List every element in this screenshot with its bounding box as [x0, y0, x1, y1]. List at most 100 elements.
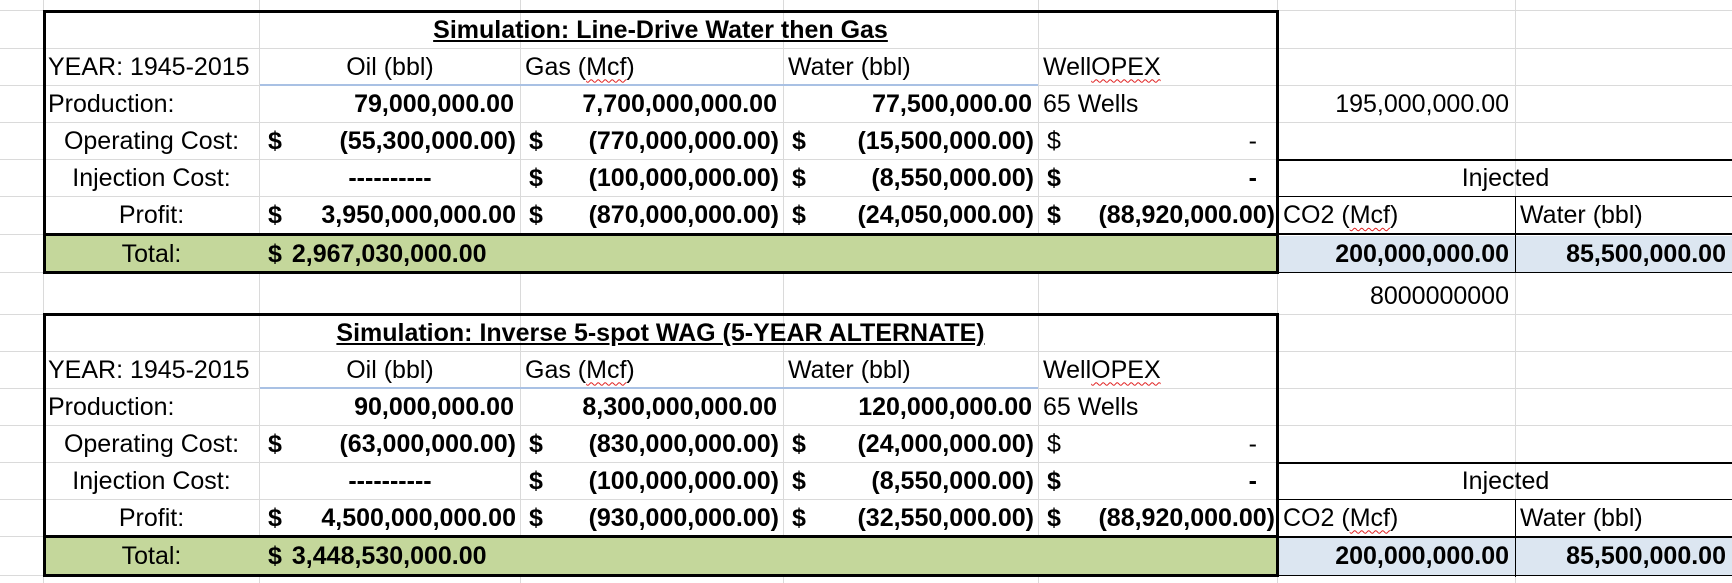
injection-cost-label[interactable]: Injection Cost:: [72, 466, 231, 495]
currency-sign: $: [1047, 163, 1061, 192]
profit-label[interactable]: Profit:: [118, 201, 185, 229]
injected-co2-header[interactable]: CO2 (Mcf): [1279, 197, 1515, 234]
operating-cost-water[interactable]: $ (24,000,000.00): [784, 426, 1038, 462]
operating-cost-gas[interactable]: $ (830,000,000.00): [521, 426, 783, 462]
total-label[interactable]: Total:: [121, 541, 182, 570]
border: [43, 10, 1279, 13]
cell-value: 3,448,530,000.00: [291, 541, 487, 570]
operating-cost-gas[interactable]: $ (770,000,000.00): [521, 123, 783, 159]
header-underline: [260, 387, 1038, 389]
cell-value: (8,550,000.00): [871, 466, 1034, 495]
border: [43, 313, 1279, 316]
profit-label[interactable]: Profit:: [118, 503, 185, 532]
injection-cost-water[interactable]: $ (8,550,000.00): [784, 160, 1038, 196]
profit-oil[interactable]: $4,500,000,000.00: [260, 500, 520, 536]
injection-cost-label[interactable]: Injection Cost:: [72, 163, 231, 192]
injected-co2-header[interactable]: CO2 (Mcf): [1279, 500, 1515, 536]
cell-value: (55,300,000.00): [339, 126, 516, 155]
total-value[interactable]: $2,967,030,000.00: [260, 236, 560, 272]
operating-cost-water[interactable]: $ (15,500,000.00): [784, 123, 1038, 159]
side-value-top[interactable]: 195,000,000.00: [1335, 89, 1509, 118]
cell-value: -: [1248, 429, 1257, 458]
profit-gas[interactable]: $ (870,000,000.00): [521, 197, 783, 234]
operating-cost-opex[interactable]: $ -: [1039, 426, 1277, 462]
injected-co2-value[interactable]: 200,000,000.00: [1335, 239, 1509, 268]
injected-water-header[interactable]: Water (bbl): [1520, 503, 1643, 532]
operating-cost-label[interactable]: Operating Cost:: [63, 429, 240, 458]
injected-water-value[interactable]: 85,500,000.00: [1566, 541, 1726, 570]
gas-header-prefix: Gas (: [525, 52, 587, 81]
water-column-header[interactable]: Water (bbl): [788, 355, 911, 384]
opex-column-header[interactable]: Well OPEX: [1039, 49, 1277, 85]
gridline-vertical: [783, 0, 784, 583]
injection-cost-opex[interactable]: $ -: [1039, 160, 1277, 196]
injection-cost-gas[interactable]: $ (100,000,000.00): [521, 160, 783, 196]
currency-sign: $: [1047, 466, 1061, 495]
currency-sign: $: [268, 126, 282, 155]
operating-cost-label[interactable]: Operating Cost:: [63, 126, 240, 155]
gridline-horizontal: [0, 159, 1732, 160]
cell-value: (870,000,000.00): [588, 201, 779, 229]
co2-prefix: CO2 (: [1283, 201, 1350, 229]
currency-sign: $: [1047, 503, 1061, 532]
opex-header-word: OPEX: [1091, 52, 1161, 81]
profit-water[interactable]: $ (24,050,000.00): [784, 197, 1038, 234]
year-label[interactable]: YEAR: 1945-2015: [48, 52, 250, 81]
gridline-vertical: [520, 0, 521, 583]
operating-cost-oil[interactable]: $ (63,000,000.00): [260, 426, 520, 462]
production-label[interactable]: Production:: [48, 89, 175, 118]
co2-unit: Mcf: [1349, 503, 1390, 532]
injection-cost-gas[interactable]: $ (100,000,000.00): [521, 463, 783, 499]
profit-opex[interactable]: $ (88,920,000.00): [1039, 197, 1277, 234]
opex-column-header[interactable]: Well OPEX: [1039, 352, 1277, 388]
production-water[interactable]: 120,000,000.00: [858, 392, 1032, 421]
injected-water-header[interactable]: Water (bbl): [1520, 201, 1643, 229]
injection-cost-opex[interactable]: $ -: [1039, 463, 1277, 499]
injected-header[interactable]: Injected: [1461, 466, 1550, 495]
cell-value: (100,000,000.00): [588, 163, 779, 192]
production-oil[interactable]: 90,000,000.00: [354, 392, 514, 421]
gas-column-header[interactable]: Gas (Mcf): [521, 352, 783, 388]
cell-value: (15,500,000.00): [857, 126, 1034, 155]
currency-sign: $: [792, 503, 806, 532]
opex-header-word: OPEX: [1091, 355, 1161, 384]
production-wells[interactable]: 65 Wells: [1043, 392, 1139, 421]
production-oil[interactable]: 79,000,000.00: [354, 89, 514, 118]
water-column-header[interactable]: Water (bbl): [788, 52, 911, 81]
profit-oil[interactable]: $3,950,000,000.00: [260, 197, 520, 234]
border: [43, 574, 1279, 577]
injected-water-value[interactable]: 85,500,000.00: [1566, 239, 1726, 268]
gridline-horizontal: [0, 499, 1732, 500]
profit-water[interactable]: $ (32,550,000.00): [784, 500, 1038, 536]
operating-cost-opex[interactable]: $ -: [1039, 123, 1277, 159]
production-wells[interactable]: 65 Wells: [1043, 89, 1139, 118]
profit-gas[interactable]: $ (930,000,000.00): [521, 500, 783, 536]
side-value-middle[interactable]: 8000000000: [1369, 281, 1509, 310]
cell-value: -: [1248, 126, 1257, 155]
profit-opex[interactable]: $ (88,920,000.00): [1039, 500, 1277, 536]
cell-value: (63,000,000.00): [339, 429, 516, 458]
gas-column-header[interactable]: Gas (Mcf): [521, 49, 783, 85]
production-gas[interactable]: 8,300,000,000.00: [582, 392, 777, 421]
injection-cost-oil[interactable]: ----------: [348, 163, 432, 192]
cell-value: -: [1248, 163, 1257, 192]
total-label[interactable]: Total:: [121, 239, 182, 268]
currency-sign: $: [792, 163, 806, 192]
production-water[interactable]: 77,500,000.00: [872, 89, 1032, 118]
oil-column-header[interactable]: Oil (bbl): [346, 355, 434, 384]
total-value[interactable]: $3,448,530,000.00: [260, 538, 560, 574]
injected-header[interactable]: Injected: [1461, 163, 1550, 192]
gas-header-prefix: Gas (: [525, 355, 587, 384]
production-gas[interactable]: 7,700,000,000.00: [582, 89, 777, 118]
co2-suffix: ): [1389, 201, 1399, 229]
injection-cost-water[interactable]: $ (8,550,000.00): [784, 463, 1038, 499]
oil-column-header[interactable]: Oil (bbl): [346, 52, 434, 81]
production-label[interactable]: Production:: [48, 392, 175, 421]
operating-cost-oil[interactable]: $ (55,300,000.00): [260, 123, 520, 159]
injected-co2-value[interactable]: 200,000,000.00: [1335, 541, 1509, 570]
cell-value: (88,920,000.00): [1098, 503, 1275, 532]
currency-sign: $: [1047, 126, 1061, 155]
year-label[interactable]: YEAR: 1945-2015: [48, 355, 250, 384]
currency-sign: $: [529, 163, 543, 192]
injection-cost-oil[interactable]: ----------: [348, 466, 432, 495]
